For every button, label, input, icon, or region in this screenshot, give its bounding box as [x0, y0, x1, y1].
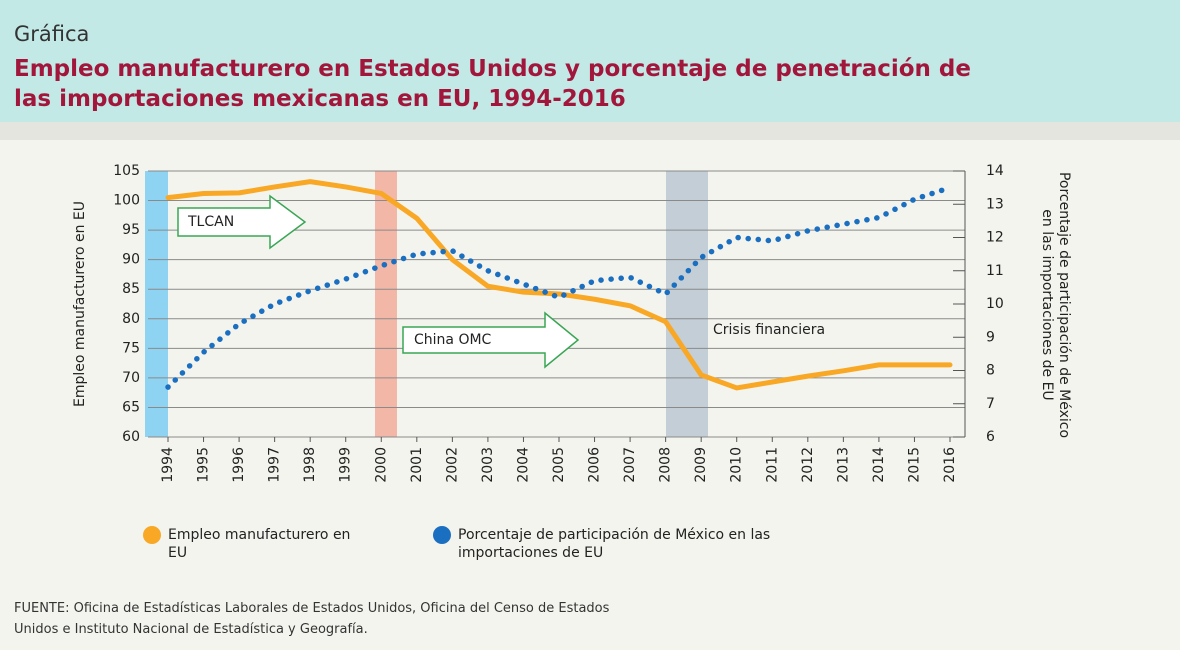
x-tick-label: 1996 — [231, 447, 247, 483]
header-strip — [0, 122, 1180, 140]
y-tick-label: 85 — [122, 281, 140, 297]
legend-entry: Porcentaje de participación de México en… — [458, 527, 771, 561]
header — [0, 0, 1180, 122]
x-tick-label: 2005 — [551, 447, 567, 483]
arrow-tlcan — [177, 194, 307, 250]
x-tick-label: 1999 — [338, 447, 354, 483]
legend-swatch — [433, 526, 451, 544]
kicker: Gráfica — [14, 22, 90, 46]
y2-tick-label: 7 — [986, 396, 995, 412]
y-tick-label: 90 — [122, 252, 140, 268]
legend-entry: Empleo manufacturero en EU — [168, 527, 351, 561]
annotation: Crisis financiera — [713, 322, 825, 338]
y2-tick-label: 14 — [986, 163, 1004, 179]
x-tick-label: 2008 — [658, 447, 674, 483]
y2-tick-label: 13 — [986, 196, 1004, 212]
annotation: TLCAN — [187, 214, 234, 230]
y2-tick-label: 11 — [986, 263, 1004, 279]
y-tick-label: 65 — [122, 399, 140, 415]
band-tlcan — [145, 171, 168, 437]
y2-tick-label: 6 — [986, 429, 995, 445]
y2-tick-label: 9 — [986, 329, 995, 345]
y-tick-label: 60 — [122, 429, 140, 445]
annotation: China OMC — [414, 332, 492, 348]
y-tick-label: 100 — [113, 193, 140, 209]
x-tick-label: 2003 — [480, 447, 496, 483]
y2-axis-title: Porcentaje de participación de México en… — [1039, 171, 1072, 439]
x-tick-label: 2004 — [515, 447, 531, 483]
band-omc — [375, 171, 397, 437]
y-tick-label: 75 — [122, 340, 140, 356]
x-tick-label: 2010 — [729, 447, 745, 483]
source: FUENTE: Oficina de Estadísticas Laborale… — [14, 601, 610, 637]
x-tick-label: 2013 — [835, 447, 851, 483]
y2-tick-label: 8 — [986, 363, 995, 379]
x-tick-label: 2002 — [444, 447, 460, 483]
x-tick-label: 1995 — [196, 447, 212, 483]
x-tick-label: 2007 — [622, 447, 638, 483]
y2-tick-label: 10 — [986, 296, 1004, 312]
y-tick-label: 105 — [113, 163, 140, 179]
x-tick-label: 2011 — [764, 447, 780, 483]
y-axis-title: Empleo manufacturero en EU — [72, 201, 88, 407]
chart-title: Empleo manufacturero en Estados Unidos y… — [14, 56, 971, 112]
arrow-omc — [402, 311, 580, 369]
x-tick-label: 1998 — [302, 447, 318, 483]
x-tick-label: 1997 — [267, 447, 283, 483]
x-tick-label: 2009 — [693, 447, 709, 483]
x-tick-label: 2016 — [942, 447, 958, 483]
x-tick-label: 2006 — [587, 447, 603, 483]
x-tick-label: 2015 — [906, 447, 922, 483]
legend-swatch — [143, 526, 161, 544]
x-tick-label: 2000 — [373, 447, 389, 483]
y-tick-label: 80 — [122, 311, 140, 327]
series-line — [165, 179, 953, 391]
band-crisis — [666, 171, 708, 437]
x-tick-label: 2001 — [409, 447, 425, 483]
x-tick-label: 1994 — [160, 447, 176, 483]
x-tick-label: 2012 — [800, 447, 816, 483]
y-tick-label: 95 — [122, 222, 140, 238]
y-tick-label: 70 — [122, 370, 140, 386]
y2-tick-label: 12 — [986, 230, 1004, 246]
x-tick-label: 2014 — [871, 447, 887, 483]
series-line — [165, 184, 953, 390]
